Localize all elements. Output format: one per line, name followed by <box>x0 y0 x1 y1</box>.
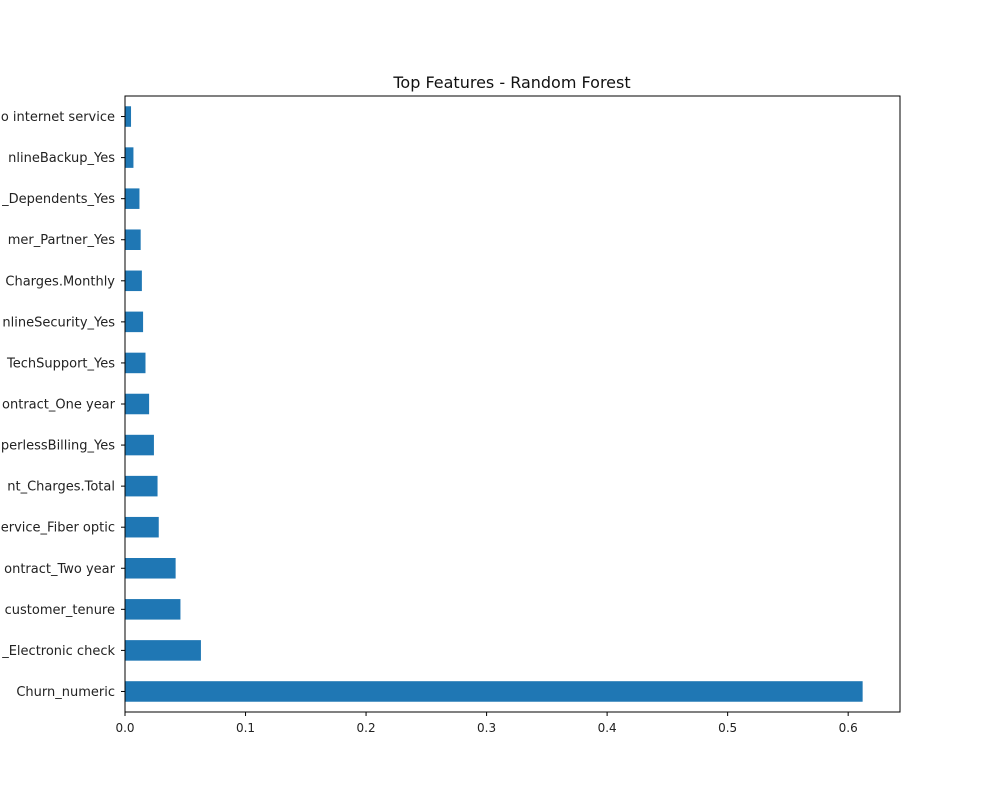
y-tick-label: Charges.Monthly <box>5 274 115 289</box>
bar <box>125 106 132 127</box>
bar <box>125 352 146 374</box>
y-tick-label: nt_Charges.Total <box>7 480 115 495</box>
x-tick-label: 0.2 <box>357 721 376 735</box>
bar <box>125 640 201 661</box>
x-tick-label: 0.5 <box>718 721 737 735</box>
y-tick-label: o internet service <box>1 110 115 125</box>
bar <box>125 229 141 250</box>
x-tick-label: 0.0 <box>115 721 134 735</box>
bar <box>125 434 154 456</box>
y-tick-label: ontract_One year <box>2 398 116 413</box>
y-axis: Churn_numeric _Electronic check customer_t… <box>1 110 125 700</box>
bar <box>125 681 863 702</box>
bar <box>125 599 181 620</box>
x-tick-label: 0.4 <box>598 721 617 735</box>
bar <box>125 516 159 538</box>
bar <box>125 188 140 209</box>
x-axis: 0.0 0.1 0.2 0.3 0.4 0.5 0.6 <box>115 712 858 735</box>
chart-title: Top Features - Random Forest <box>392 73 630 92</box>
bar <box>125 475 158 497</box>
bar <box>125 270 142 292</box>
y-tick-label: mer_Partner_Yes <box>8 233 115 248</box>
plot-frame <box>124 95 901 713</box>
bar <box>125 147 134 168</box>
y-tick-label: Churn_numeric <box>16 685 115 700</box>
bar <box>125 311 144 333</box>
y-tick-label: TechSupport_Yes <box>6 356 115 371</box>
y-tick-label: perlessBilling_Yes <box>1 439 115 454</box>
bars-layer <box>125 106 863 702</box>
x-tick-label: 0.6 <box>839 721 858 735</box>
x-tick-label: 0.1 <box>236 721 255 735</box>
y-tick-label: _Dependents_Yes <box>1 192 115 207</box>
y-tick-label: nlineBackup_Yes <box>8 151 115 166</box>
y-tick-label: customer_tenure <box>5 603 115 618</box>
bar <box>125 393 150 415</box>
x-tick-label: 0.3 <box>477 721 496 735</box>
y-tick-label: nlineSecurity_Yes <box>2 315 115 330</box>
y-tick-label: _Electronic check <box>1 644 115 659</box>
bar <box>125 558 176 579</box>
y-tick-label: ontract_Two year <box>4 562 116 577</box>
y-tick-label: ervice_Fiber optic <box>1 521 115 536</box>
